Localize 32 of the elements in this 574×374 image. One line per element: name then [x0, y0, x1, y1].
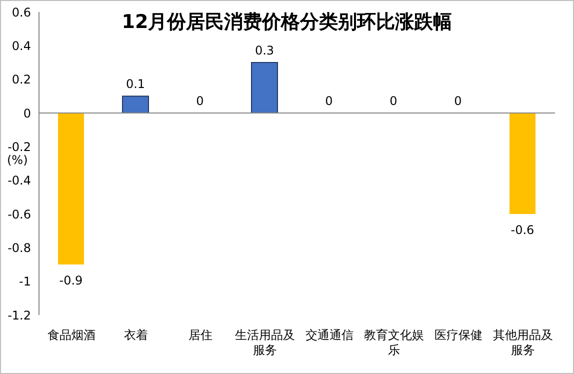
data-label: 0	[390, 94, 398, 108]
y-tick-label: 0.6	[12, 5, 31, 20]
y-tick-label: 0	[23, 106, 31, 120]
y-tick-label: -0.4	[8, 174, 31, 188]
x-tick-label: 教育文化娱乐	[364, 328, 424, 357]
data-label: 0	[454, 94, 462, 108]
x-tick-label: 居住	[188, 328, 212, 342]
x-tick-label: 生活用品及服务	[234, 328, 295, 357]
y-tick-label: -1.2	[8, 308, 31, 322]
data-label: 0	[325, 94, 333, 108]
bar	[58, 113, 84, 264]
bar	[251, 62, 278, 114]
data-label: 0	[196, 94, 204, 108]
data-label: 0.3	[254, 44, 274, 58]
y-tick-label: -0.6	[8, 207, 31, 222]
y-tick-label: 0.4	[12, 38, 31, 53]
x-tick-label: 医疗保健	[434, 328, 482, 342]
x-tick-label: 其他用品及服务	[492, 328, 553, 357]
bar	[510, 113, 536, 214]
x-tick-label: 衣着	[124, 328, 148, 342]
data-label: -0.9	[59, 274, 83, 288]
chart-title: 12月份居民消费价格分类别环比涨跌幅	[122, 11, 452, 33]
bar	[122, 96, 149, 114]
data-label: -0.6	[510, 223, 534, 237]
data-label: 0.1	[126, 77, 146, 92]
x-tick-label: 交通通信	[305, 328, 354, 342]
y-axis-title: (%)	[7, 153, 28, 167]
x-tick-label: 食品烟酒	[47, 328, 96, 342]
y-tick-label: 0.2	[12, 72, 31, 87]
y-tick-label: -0.2	[8, 140, 31, 154]
y-tick-label: -0.8	[8, 240, 31, 255]
y-tick-label: -1	[19, 274, 31, 289]
